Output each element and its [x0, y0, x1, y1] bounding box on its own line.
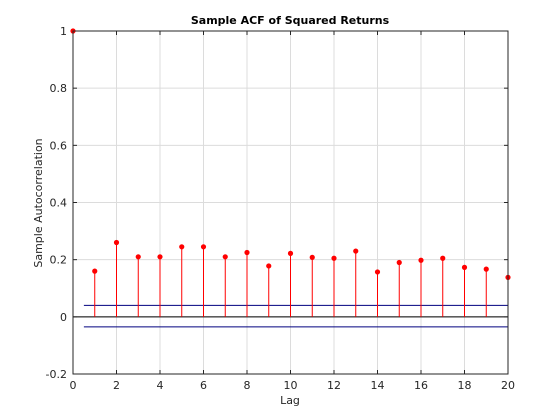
- stem-marker: [135, 254, 141, 260]
- x-tick-label: 8: [244, 379, 251, 392]
- stem-marker: [266, 263, 272, 269]
- x-tick-label: 2: [113, 379, 120, 392]
- y-tick-label: -0.2: [46, 368, 67, 381]
- y-tick-label: 0.2: [50, 254, 68, 267]
- stem-marker: [222, 254, 228, 260]
- x-tick-label: 20: [501, 379, 515, 392]
- x-tick-label: 10: [284, 379, 298, 392]
- x-tick-label: 6: [200, 379, 207, 392]
- x-tick-label: 18: [458, 379, 472, 392]
- y-axis-label: Sample Autocorrelation: [32, 138, 45, 267]
- stem-marker: [461, 264, 468, 270]
- stem-marker: [113, 239, 120, 246]
- x-tick-label: 14: [371, 379, 385, 392]
- x-tick-label: 12: [327, 379, 341, 392]
- y-tick-label: 0.4: [50, 197, 68, 210]
- x-tick-label: 4: [157, 379, 164, 392]
- stem-marker: [483, 266, 489, 272]
- y-tick-label: 0.6: [50, 139, 68, 152]
- y-tick-label: 0.8: [50, 82, 68, 95]
- stem-marker: [396, 259, 402, 266]
- stem-marker: [244, 249, 250, 256]
- axes: [72, 30, 509, 375]
- stem-marker: [309, 254, 315, 260]
- stem-marker: [440, 255, 446, 261]
- stem-marker: [374, 269, 381, 275]
- x-axis-label: Lag: [280, 394, 300, 407]
- stem-marker: [418, 257, 424, 263]
- grid-lines: [72, 30, 509, 375]
- y-tick-label: 1: [60, 25, 67, 38]
- stem-marker: [92, 268, 98, 274]
- stem-marker: [287, 250, 294, 256]
- stem-marker: [179, 244, 185, 250]
- stem-marker: [157, 254, 163, 260]
- stem-marker: [331, 255, 337, 261]
- y-tick-label: 0: [60, 311, 67, 324]
- x-tick-label: 0: [70, 379, 77, 392]
- tick-labels: 0 2 4 6 8 10 12 14 16 18 20-0.200.20.40.60.81: [46, 25, 515, 392]
- stem-marker: [353, 248, 359, 254]
- stem-marker: [200, 244, 207, 250]
- x-tick-label: 16: [414, 379, 428, 392]
- chart-title: Sample ACF of Squared Returns: [191, 14, 390, 27]
